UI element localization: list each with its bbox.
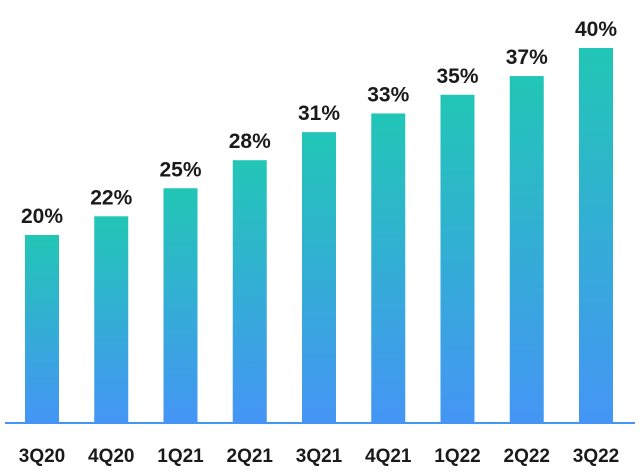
x-tick-labels-group: 3Q20 4Q20 1Q21 2Q21 3Q21 4Q21 1Q22 2Q22 3Q22 xyxy=(19,446,619,467)
bar-1Q22 xyxy=(440,94,475,422)
data-label-3Q22: 40% xyxy=(575,18,617,41)
x-tick-label-1Q22: 1Q22 xyxy=(434,446,480,467)
data-label-3Q20: 20% xyxy=(21,205,63,228)
x-tick-label-1Q21: 1Q21 xyxy=(157,446,204,467)
bar-1Q21 xyxy=(163,188,198,422)
bars-group xyxy=(25,48,613,423)
bar-3Q22 xyxy=(579,48,613,422)
bar-4Q20 xyxy=(94,216,129,422)
x-tick-label-3Q20: 3Q20 xyxy=(19,446,65,467)
bar-2Q22 xyxy=(509,76,544,423)
bar-2Q21 xyxy=(232,160,267,422)
data-label-2Q21: 28% xyxy=(229,130,271,153)
bar-4Q21 xyxy=(371,113,406,422)
data-label-4Q21: 33% xyxy=(367,83,409,106)
data-label-2Q22: 37% xyxy=(506,46,548,69)
x-tick-label-3Q21: 3Q21 xyxy=(296,446,343,467)
x-tick-label-3Q22: 3Q22 xyxy=(573,446,619,467)
x-tick-label-4Q21: 4Q21 xyxy=(365,446,412,467)
data-label-1Q22: 35% xyxy=(436,65,478,88)
bar-3Q20 xyxy=(25,235,59,422)
x-tick-label-2Q21: 2Q21 xyxy=(227,446,274,467)
data-label-3Q21: 31% xyxy=(298,102,340,125)
data-label-4Q20: 22% xyxy=(90,186,132,209)
data-labels-group: 20% 22% 25% 28% 31% 33% 35% 37% 40% xyxy=(21,18,617,228)
bar-3Q21 xyxy=(302,132,336,422)
x-tick-label-4Q20: 4Q20 xyxy=(88,446,134,467)
data-label-1Q21: 25% xyxy=(159,158,201,181)
x-tick-label-2Q22: 2Q22 xyxy=(504,446,550,467)
